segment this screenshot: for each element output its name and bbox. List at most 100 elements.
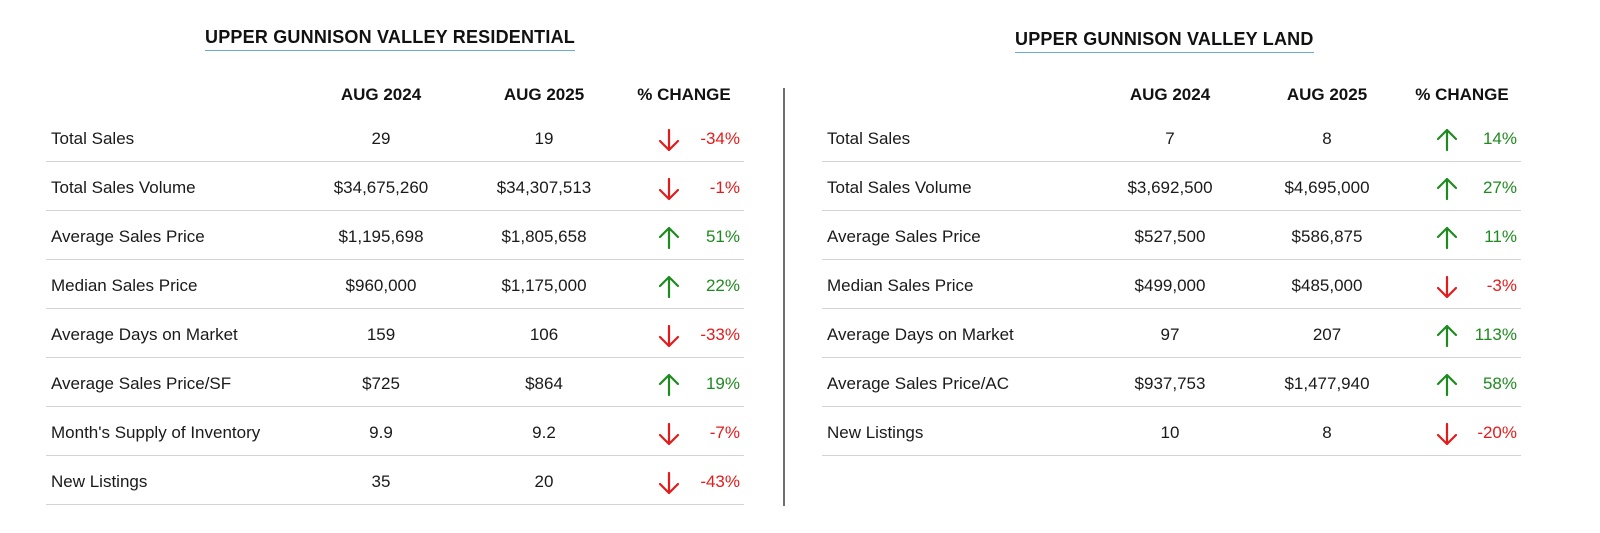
percent-change: 22%	[705, 276, 740, 295]
percent-change: 113%	[1474, 325, 1517, 344]
residential-table: Total Sales 29 19 -34% Total Sales Volume $34…	[46, 113, 744, 505]
metric-label: New Listings	[51, 472, 148, 491]
percent-change: -43%	[700, 472, 740, 491]
table-row: Average Days on Market 159 106 -33%	[46, 309, 744, 358]
arrow-up-icon	[1434, 211, 1460, 259]
table-row: Month's Supply of Inventory 9.9 9.2 -7%	[46, 407, 744, 456]
value-aug-2024: $34,675,260	[333, 178, 429, 197]
arrow-down-icon	[656, 456, 682, 504]
arrow-down-icon	[1434, 407, 1460, 455]
arrow-down-icon	[656, 113, 682, 161]
percent-change: -3%	[1486, 276, 1517, 295]
value-aug-2024: $3,692,500	[1127, 178, 1213, 197]
land-title: UPPER GUNNISON VALLEY LAND	[1015, 29, 1314, 53]
metric-label: Total Sales Volume	[827, 178, 972, 197]
residential-header-pct-change: % CHANGE	[637, 85, 731, 104]
value-aug-2024: 9.9	[369, 423, 393, 442]
table-row: Average Days on Market 97 207 113%	[822, 309, 1521, 358]
table-row: Average Sales Price $1,195,698 $1,805,658 5…	[46, 211, 744, 260]
table-row: Total Sales 7 8 14%	[822, 113, 1521, 162]
arrow-down-icon	[656, 407, 682, 455]
value-aug-2025: $34,307,513	[496, 178, 592, 197]
value-aug-2025: 8	[1322, 423, 1332, 442]
value-aug-2024: 97	[1160, 325, 1180, 344]
arrow-up-icon	[1434, 358, 1460, 406]
percent-change: 58%	[1482, 374, 1517, 393]
land-header-aug-2024: AUG 2024	[1129, 85, 1211, 104]
table-row: Total Sales Volume $3,692,500 $4,695,000 27…	[822, 162, 1521, 211]
metric-label: Month's Supply of Inventory	[51, 423, 261, 442]
arrow-up-icon	[1434, 309, 1460, 357]
table-row: Average Sales Price/AC $937,753 $1,477,940…	[822, 358, 1521, 407]
percent-change: -20%	[1477, 423, 1517, 442]
residential-header-aug-2025: AUG 2025	[503, 85, 585, 104]
value-aug-2024: $1,195,698	[338, 227, 424, 246]
percent-change: 14%	[1482, 129, 1517, 148]
arrow-up-icon	[656, 358, 682, 406]
value-aug-2025: $1,805,658	[501, 227, 587, 246]
residential-header-aug-2024: AUG 2024	[340, 85, 422, 104]
value-aug-2024: $527,500	[1134, 227, 1206, 246]
value-aug-2025: 106	[529, 325, 559, 344]
value-aug-2024: 10	[1160, 423, 1180, 442]
metric-label: Total Sales	[51, 129, 135, 148]
table-row: Average Sales Price/SF $725 $864 19%	[46, 358, 744, 407]
value-aug-2024: $960,000	[345, 276, 417, 295]
land-table: Total Sales 7 8 14% Total Sales Volume $3,692…	[822, 113, 1521, 456]
metric-label: Median Sales Price	[827, 276, 974, 295]
value-aug-2025: $485,000	[1291, 276, 1363, 295]
value-aug-2024: 35	[371, 472, 391, 491]
value-aug-2024: $499,000	[1134, 276, 1206, 295]
percent-change: 27%	[1482, 178, 1517, 197]
metric-label: Average Sales Price/SF	[51, 374, 232, 393]
metric-label: Total Sales	[827, 129, 911, 148]
arrow-up-icon	[1434, 113, 1460, 161]
percent-change: -1%	[709, 178, 740, 197]
metric-label: Median Sales Price	[51, 276, 198, 295]
table-row: Average Sales Price $527,500 $586,875 11%	[822, 211, 1521, 260]
value-aug-2025: 207	[1312, 325, 1342, 344]
metric-label: Average Sales Price/AC	[827, 374, 1010, 393]
percent-change: -34%	[700, 129, 740, 148]
residential-title: UPPER GUNNISON VALLEY RESIDENTIAL	[205, 27, 575, 51]
value-aug-2024: $725	[362, 374, 400, 393]
value-aug-2025: 9.2	[532, 423, 556, 442]
land-header-aug-2025: AUG 2025	[1286, 85, 1368, 104]
value-aug-2024: 7	[1165, 129, 1175, 148]
percent-change: 19%	[705, 374, 740, 393]
metric-label: Average Days on Market	[51, 325, 238, 344]
arrow-down-icon	[656, 162, 682, 210]
value-aug-2025: 20	[534, 472, 554, 491]
metric-label: New Listings	[827, 423, 924, 442]
table-row: Total Sales Volume $34,675,260 $34,307,513…	[46, 162, 744, 211]
arrow-up-icon	[656, 260, 682, 308]
value-aug-2025: 8	[1322, 129, 1332, 148]
arrow-up-icon	[656, 211, 682, 259]
value-aug-2025: $4,695,000	[1284, 178, 1370, 197]
percent-change: 51%	[705, 227, 740, 246]
value-aug-2025: $1,477,940	[1284, 374, 1370, 393]
percent-change: -7%	[709, 423, 740, 442]
value-aug-2024: 159	[366, 325, 396, 344]
percent-change: -33%	[700, 325, 740, 344]
table-row: New Listings 10 8 -20%	[822, 407, 1521, 456]
metric-label: Average Days on Market	[827, 325, 1014, 344]
land-header-pct-change: % CHANGE	[1415, 85, 1509, 104]
value-aug-2025: 19	[534, 129, 554, 148]
arrow-down-icon	[1434, 260, 1460, 308]
metric-label: Average Sales Price	[51, 227, 205, 246]
value-aug-2025: $864	[525, 374, 563, 393]
value-aug-2025: $586,875	[1291, 227, 1363, 246]
arrow-up-icon	[1434, 162, 1460, 210]
percent-change: 11%	[1484, 227, 1517, 246]
metric-label: Average Sales Price	[827, 227, 981, 246]
table-row: New Listings 35 20 -43%	[46, 456, 744, 505]
metric-label: Total Sales Volume	[51, 178, 196, 197]
table-row: Median Sales Price $960,000 $1,175,000 22%	[46, 260, 744, 309]
table-row: Total Sales 29 19 -34%	[46, 113, 744, 162]
value-aug-2025: $1,175,000	[501, 276, 587, 295]
panel-divider	[783, 88, 785, 506]
value-aug-2024: $937,753	[1134, 374, 1206, 393]
value-aug-2024: 29	[371, 129, 391, 148]
table-row: Median Sales Price $499,000 $485,000 -3%	[822, 260, 1521, 309]
